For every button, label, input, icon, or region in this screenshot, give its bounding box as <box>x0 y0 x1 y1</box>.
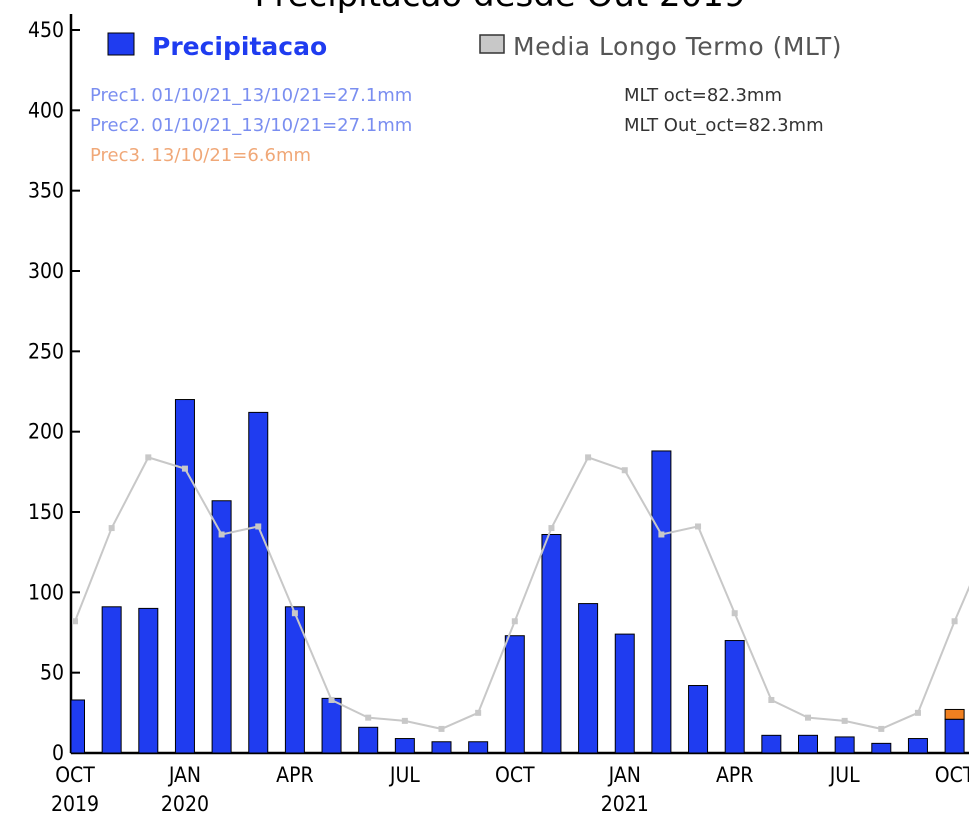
annotation-mlt-oct: MLT oct=82.3mm <box>624 85 782 106</box>
precip-bar <box>944 718 965 754</box>
y-tick-label: 50 <box>40 661 64 685</box>
x-tick-year-label: 2021 <box>601 792 649 816</box>
mlt-point <box>181 465 188 472</box>
annotations: Prec1. 01/10/21_13/10/21=27.1mm Prec2. 0… <box>90 85 824 166</box>
mlt-point <box>328 696 335 703</box>
legend-mlt-swatch <box>479 34 505 54</box>
mlt-series-line <box>74 456 969 730</box>
y-tick-label: 400 <box>28 98 64 122</box>
x-tick-label: OCT <box>55 763 95 787</box>
x-tick-label: JUL <box>829 763 860 787</box>
mlt-point <box>72 618 78 625</box>
y-tick-label: 250 <box>28 339 64 363</box>
mlt-point <box>658 531 665 538</box>
precip-bar <box>70 699 85 754</box>
mlt-point <box>841 717 848 724</box>
chart-title: Precipitacao desde Out 2019 <box>254 0 745 15</box>
precip-bar <box>394 738 415 754</box>
y-tick-label: 300 <box>28 259 64 283</box>
annotation-prec3: Prec3. 13/10/21=6.6mm <box>90 145 311 166</box>
y-tick-label: 0 <box>52 741 64 765</box>
precip-bar <box>248 411 269 754</box>
precip-bar <box>834 736 855 754</box>
mlt-point <box>291 610 298 617</box>
x-tick-label: JAN <box>608 763 641 787</box>
x-axis-ticks: OCT 2019 JAN 2020 APR JUL OCT JAN 2021 APR JUL OCT <box>51 744 969 816</box>
mlt-point <box>621 467 628 474</box>
extra-precip-bar <box>944 708 965 720</box>
y-tick-label: 450 <box>28 18 64 42</box>
precip-bar <box>138 607 159 754</box>
mlt-point <box>914 709 921 716</box>
mlt-point <box>145 454 152 461</box>
mlt-point <box>695 523 702 530</box>
mlt-point <box>438 725 445 732</box>
precip-bar <box>504 635 525 754</box>
precip-bar <box>321 697 342 754</box>
x-tick-label: APR <box>716 763 753 787</box>
y-tick-label: 100 <box>28 580 64 604</box>
precip-bar <box>211 500 232 754</box>
precip-bar <box>431 741 452 754</box>
mlt-point <box>805 714 811 721</box>
mlt-point <box>365 714 372 721</box>
x-tick-label: JUL <box>389 763 420 787</box>
mlt-point <box>731 610 738 617</box>
mlt-point <box>585 454 592 461</box>
mlt-line <box>72 454 969 732</box>
precip-bar <box>907 738 928 754</box>
mlt-point <box>768 696 775 703</box>
precip-bar <box>468 741 489 754</box>
mlt-point <box>108 525 115 532</box>
y-tick-label: 350 <box>28 179 64 203</box>
y-axis-ticks: 0 50 100 150 200 250 300 350 400 450 <box>28 18 80 765</box>
precip-bar <box>174 399 195 754</box>
precip-bar <box>798 734 818 754</box>
annotation-prec1: Prec1. 01/10/21_13/10/21=27.1mm <box>90 85 412 106</box>
mlt-point <box>511 618 518 625</box>
x-tick-label: APR <box>276 763 313 787</box>
precip-bar <box>578 603 599 754</box>
precip-bar <box>358 726 379 754</box>
precip-bar <box>724 640 745 754</box>
legend-precip-swatch <box>107 32 135 56</box>
legend-mlt-label: Media Longo Termo (MLT) <box>513 32 842 61</box>
x-tick-label: OCT <box>935 763 969 787</box>
precip-bar <box>541 533 562 754</box>
mlt-point <box>951 618 958 625</box>
x-tick-label: JAN <box>168 763 201 787</box>
precip-bar <box>284 606 305 754</box>
mlt-point <box>475 709 482 716</box>
precip-bar <box>688 685 709 754</box>
x-tick-label: OCT <box>495 763 535 787</box>
precip-bar <box>651 450 672 754</box>
annotation-mlt-out-oct: MLT Out_oct=82.3mm <box>624 115 824 136</box>
mlt-point <box>878 725 885 732</box>
precip-bars <box>70 399 965 754</box>
precip-bar <box>761 734 782 754</box>
y-tick-label: 150 <box>28 500 64 524</box>
mlt-point <box>401 717 408 724</box>
precip-bar <box>614 633 635 754</box>
legend-precip-label: Precipitacao <box>152 32 327 61</box>
mlt-point <box>255 523 262 530</box>
x-tick-year-label: 2020 <box>161 792 209 816</box>
y-tick-label: 200 <box>28 420 64 444</box>
mlt-point <box>218 531 225 538</box>
legend: Precipitacao Media Longo Termo (MLT) <box>107 32 842 61</box>
x-tick-year-label: 2019 <box>51 792 99 816</box>
mlt-point <box>548 525 555 532</box>
precip-bar <box>101 606 122 754</box>
annotation-prec2: Prec2. 01/10/21_13/10/21=27.1mm <box>90 115 412 136</box>
precip-bar <box>871 742 892 754</box>
